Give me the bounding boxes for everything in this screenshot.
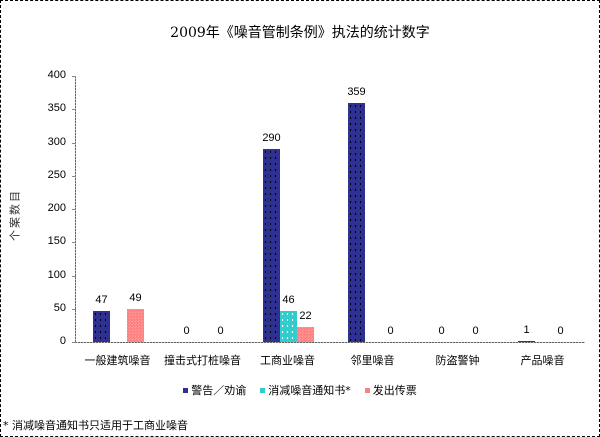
y-tick [72, 342, 76, 343]
y-axis-label: 目数案个 [8, 191, 22, 241]
y-tick-label: 250 [47, 168, 66, 181]
bar [93, 310, 110, 342]
bar [263, 149, 280, 342]
bar [297, 327, 314, 342]
data-label: 0 [217, 325, 224, 337]
legend-label: 警告／劝谕 [191, 384, 247, 397]
x-tick-label: 工商业噪音 [260, 354, 315, 367]
y-tick-label: 150 [47, 235, 66, 248]
y-tick [72, 142, 76, 144]
chart-title: 2009年《噪音管制条例》执法的统计数字 [170, 25, 430, 41]
x-tick-label: 产品噪音 [520, 354, 565, 367]
legend-swatch-icon [364, 387, 370, 393]
legend-swatch-icon [183, 387, 189, 393]
data-label: 0 [557, 325, 564, 337]
data-label: 0 [438, 325, 445, 337]
y-tick-label: 350 [47, 102, 66, 115]
legend: 警告／劝谕 消减噪音通知书* 发出传票 [0, 382, 600, 398]
data-label: 359 [347, 86, 366, 99]
data-label: 49 [129, 292, 142, 305]
data-label: 290 [262, 132, 281, 145]
y-tick [72, 308, 76, 310]
x-tick-label: 防盗警钟 [435, 354, 480, 367]
y-tick-label: 100 [47, 268, 66, 281]
y-tick [72, 109, 76, 111]
y-tick [72, 242, 76, 244]
legend-label: 消减噪音通知书* [268, 384, 351, 397]
data-label: 0 [183, 325, 190, 337]
x-tick-label: 邻里噪音 [350, 354, 395, 367]
data-label: 0 [472, 325, 479, 337]
data-label: 22 [299, 310, 312, 323]
bar [518, 341, 535, 342]
y-tick [72, 209, 76, 210]
data-label: 46 [282, 294, 295, 307]
legend-item: 消减噪音通知书* [260, 382, 351, 398]
footnote: * 消减噪音通知书只适用于工商业噪音 [3, 419, 188, 432]
legend-item: 警告／劝谕 [183, 382, 246, 398]
x-axis [75, 342, 585, 343]
x-tick-label: 撞击式打桩噪音 [164, 354, 241, 367]
legend-label: 发出传票 [372, 384, 417, 397]
bar [280, 311, 297, 342]
data-label: 47 [95, 293, 108, 306]
y-tick-label: 50 [53, 301, 66, 314]
y-tick [72, 175, 76, 177]
data-label: 1 [523, 324, 530, 337]
bar [348, 103, 365, 342]
x-tick-label: 一般建筑噪音 [84, 354, 151, 367]
data-label: 0 [387, 325, 394, 337]
y-tick-label: 0 [59, 335, 66, 347]
legend-item: 发出传票 [364, 382, 417, 398]
y-tick [72, 275, 76, 277]
y-tick-label: 200 [47, 202, 66, 214]
y-tick-label: 400 [47, 69, 66, 81]
y-tick [72, 76, 76, 77]
bar [127, 309, 144, 342]
legend-swatch-icon [260, 387, 266, 393]
y-tick-label: 300 [47, 135, 66, 148]
